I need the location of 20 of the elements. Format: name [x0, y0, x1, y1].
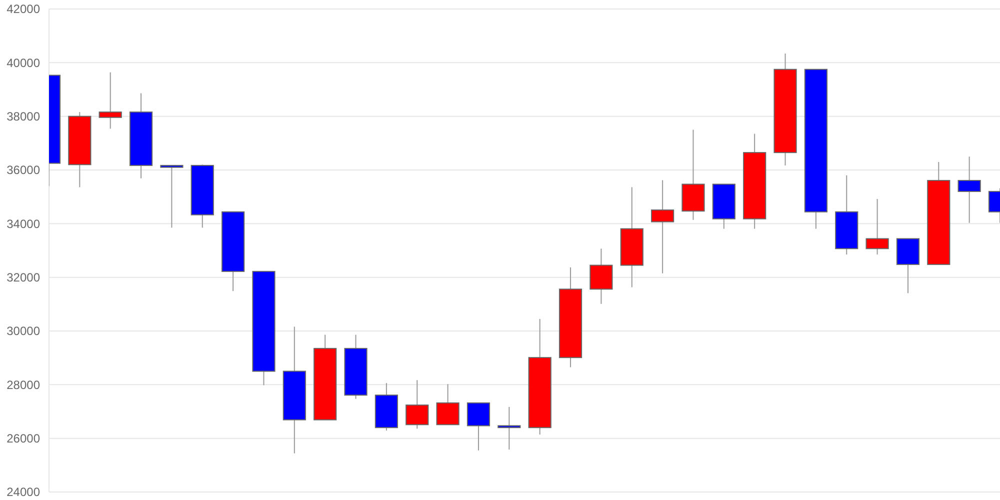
y-tick-label: 26000: [6, 432, 40, 446]
y-tick-label: 24000: [6, 485, 40, 500]
y-tick-label: 38000: [6, 110, 40, 124]
y-tick-label: 32000: [6, 270, 40, 285]
candlestick: [160, 164, 184, 228]
candlestick: [498, 406, 521, 450]
y-tick-label: 34000: [6, 216, 40, 231]
candlestick: [98, 72, 122, 130]
candlestick: [466, 402, 490, 451]
candlestick: [590, 248, 613, 304]
candlestick: [958, 156, 981, 224]
candlestick: [406, 380, 429, 430]
y-tick-label: 28000: [6, 378, 40, 392]
y-tick-label: 30000: [6, 324, 40, 338]
y-tick-label: 42000: [6, 2, 40, 16]
y-tick-label: 40000: [6, 56, 40, 70]
candlestick: [866, 198, 889, 256]
y-tick-label: 36000: [6, 163, 40, 178]
candlestick: [651, 180, 674, 274]
candlestick: [436, 384, 460, 426]
